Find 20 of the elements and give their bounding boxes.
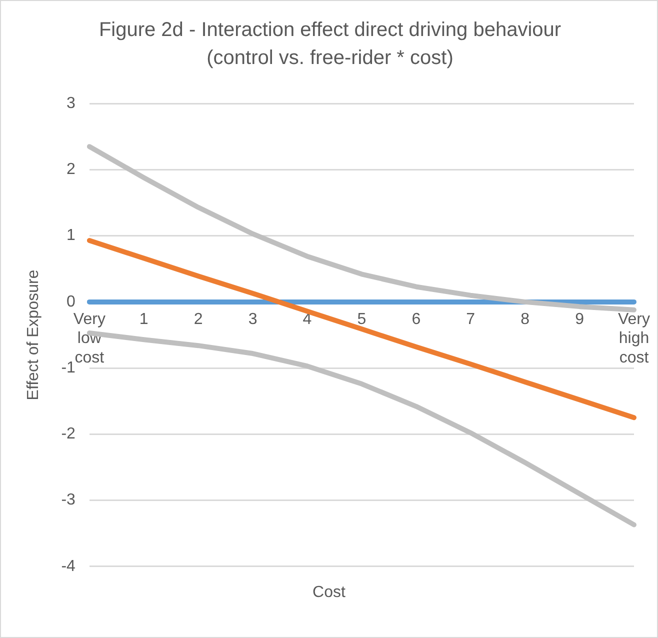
x-tick-label: 3: [248, 310, 258, 328]
x-tick-label: 6: [412, 310, 421, 328]
x-tick-label: 2: [194, 310, 203, 328]
x-tick-label: 9: [575, 310, 584, 328]
y-tick-label: -3: [61, 492, 76, 509]
x-tick-label: Very high cost: [618, 310, 650, 366]
y-tick-label: -4: [61, 558, 76, 575]
chart-title: Figure 2d - Interaction effect direct driving behaviour (control vs. free-rider * cost): [98, 18, 562, 71]
x-tick-label: 8: [520, 310, 530, 328]
y-tick-label: 2: [66, 161, 76, 178]
y-axis-title: Effect of Exposure: [25, 270, 42, 400]
y-tick-label: 3: [66, 95, 76, 112]
x-axis-title: Cost: [312, 584, 346, 602]
y-tick-label: -2: [61, 426, 76, 443]
x-tick-label: 7: [466, 310, 476, 328]
y-tick-label: 1: [66, 227, 76, 244]
x-tick-label: 5: [357, 310, 366, 328]
y-tick-label: 0: [66, 293, 76, 310]
y-tick-label: -1: [61, 359, 76, 376]
x-tick-label: 1: [139, 310, 148, 328]
